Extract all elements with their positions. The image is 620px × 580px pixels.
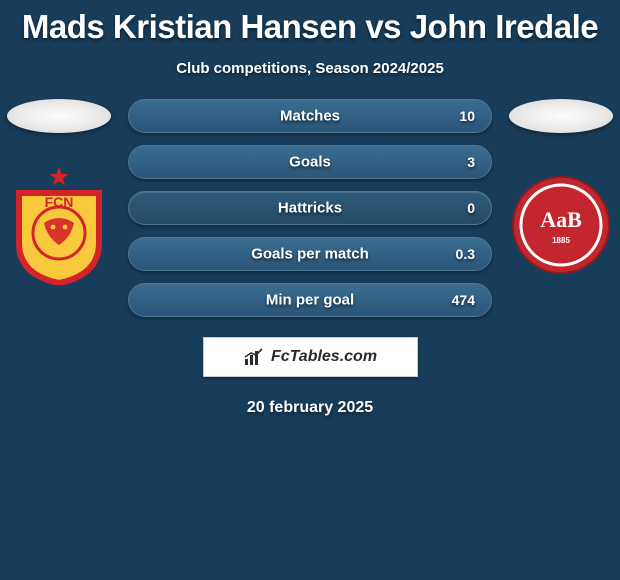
right-team-crest: AaB 1885 xyxy=(511,165,611,285)
stat-bar-goalspermatch: Goals per match 0.3 xyxy=(128,237,492,271)
stat-bar-goals: Goals 3 xyxy=(128,145,492,179)
page-title: Mads Kristian Hansen vs John Iredale xyxy=(0,0,620,46)
stat-label: Hattricks xyxy=(129,200,491,217)
stat-fill xyxy=(129,238,491,270)
player-platform-right xyxy=(509,99,613,133)
stat-bar-minpergoal: Min per goal 474 xyxy=(128,283,492,317)
subtitle: Club competitions, Season 2024/2025 xyxy=(0,60,620,77)
stat-fill xyxy=(129,100,491,132)
left-team-crest: FCN xyxy=(9,165,109,285)
player-platform-left xyxy=(7,99,111,133)
right-team-column: AaB 1885 xyxy=(508,99,614,285)
right-crest-text: AaB xyxy=(540,207,582,232)
stat-bar-matches: Matches 10 xyxy=(128,99,492,133)
brand-badge: FcTables.com xyxy=(203,337,418,377)
brand-text: FcTables.com xyxy=(271,348,377,366)
stats-column: Matches 10 Goals 3 Hattricks 0 Goals per… xyxy=(128,99,492,317)
fcn-crest-icon: FCN xyxy=(9,165,109,285)
left-team-column: FCN xyxy=(6,99,112,285)
stat-bar-hattricks: Hattricks 0 xyxy=(128,191,492,225)
stat-fill xyxy=(129,284,491,316)
stat-value: 0 xyxy=(467,200,475,216)
aab-crest-icon: AaB 1885 xyxy=(511,175,611,275)
stat-fill xyxy=(129,146,491,178)
date-label: 20 february 2025 xyxy=(0,399,620,417)
comparison-row: FCN Matches 10 Goals 3 Hattricks 0 Goals… xyxy=(0,99,620,317)
chart-icon xyxy=(243,347,265,367)
right-crest-year: 1885 xyxy=(552,236,570,245)
left-crest-text: FCN xyxy=(45,194,74,210)
